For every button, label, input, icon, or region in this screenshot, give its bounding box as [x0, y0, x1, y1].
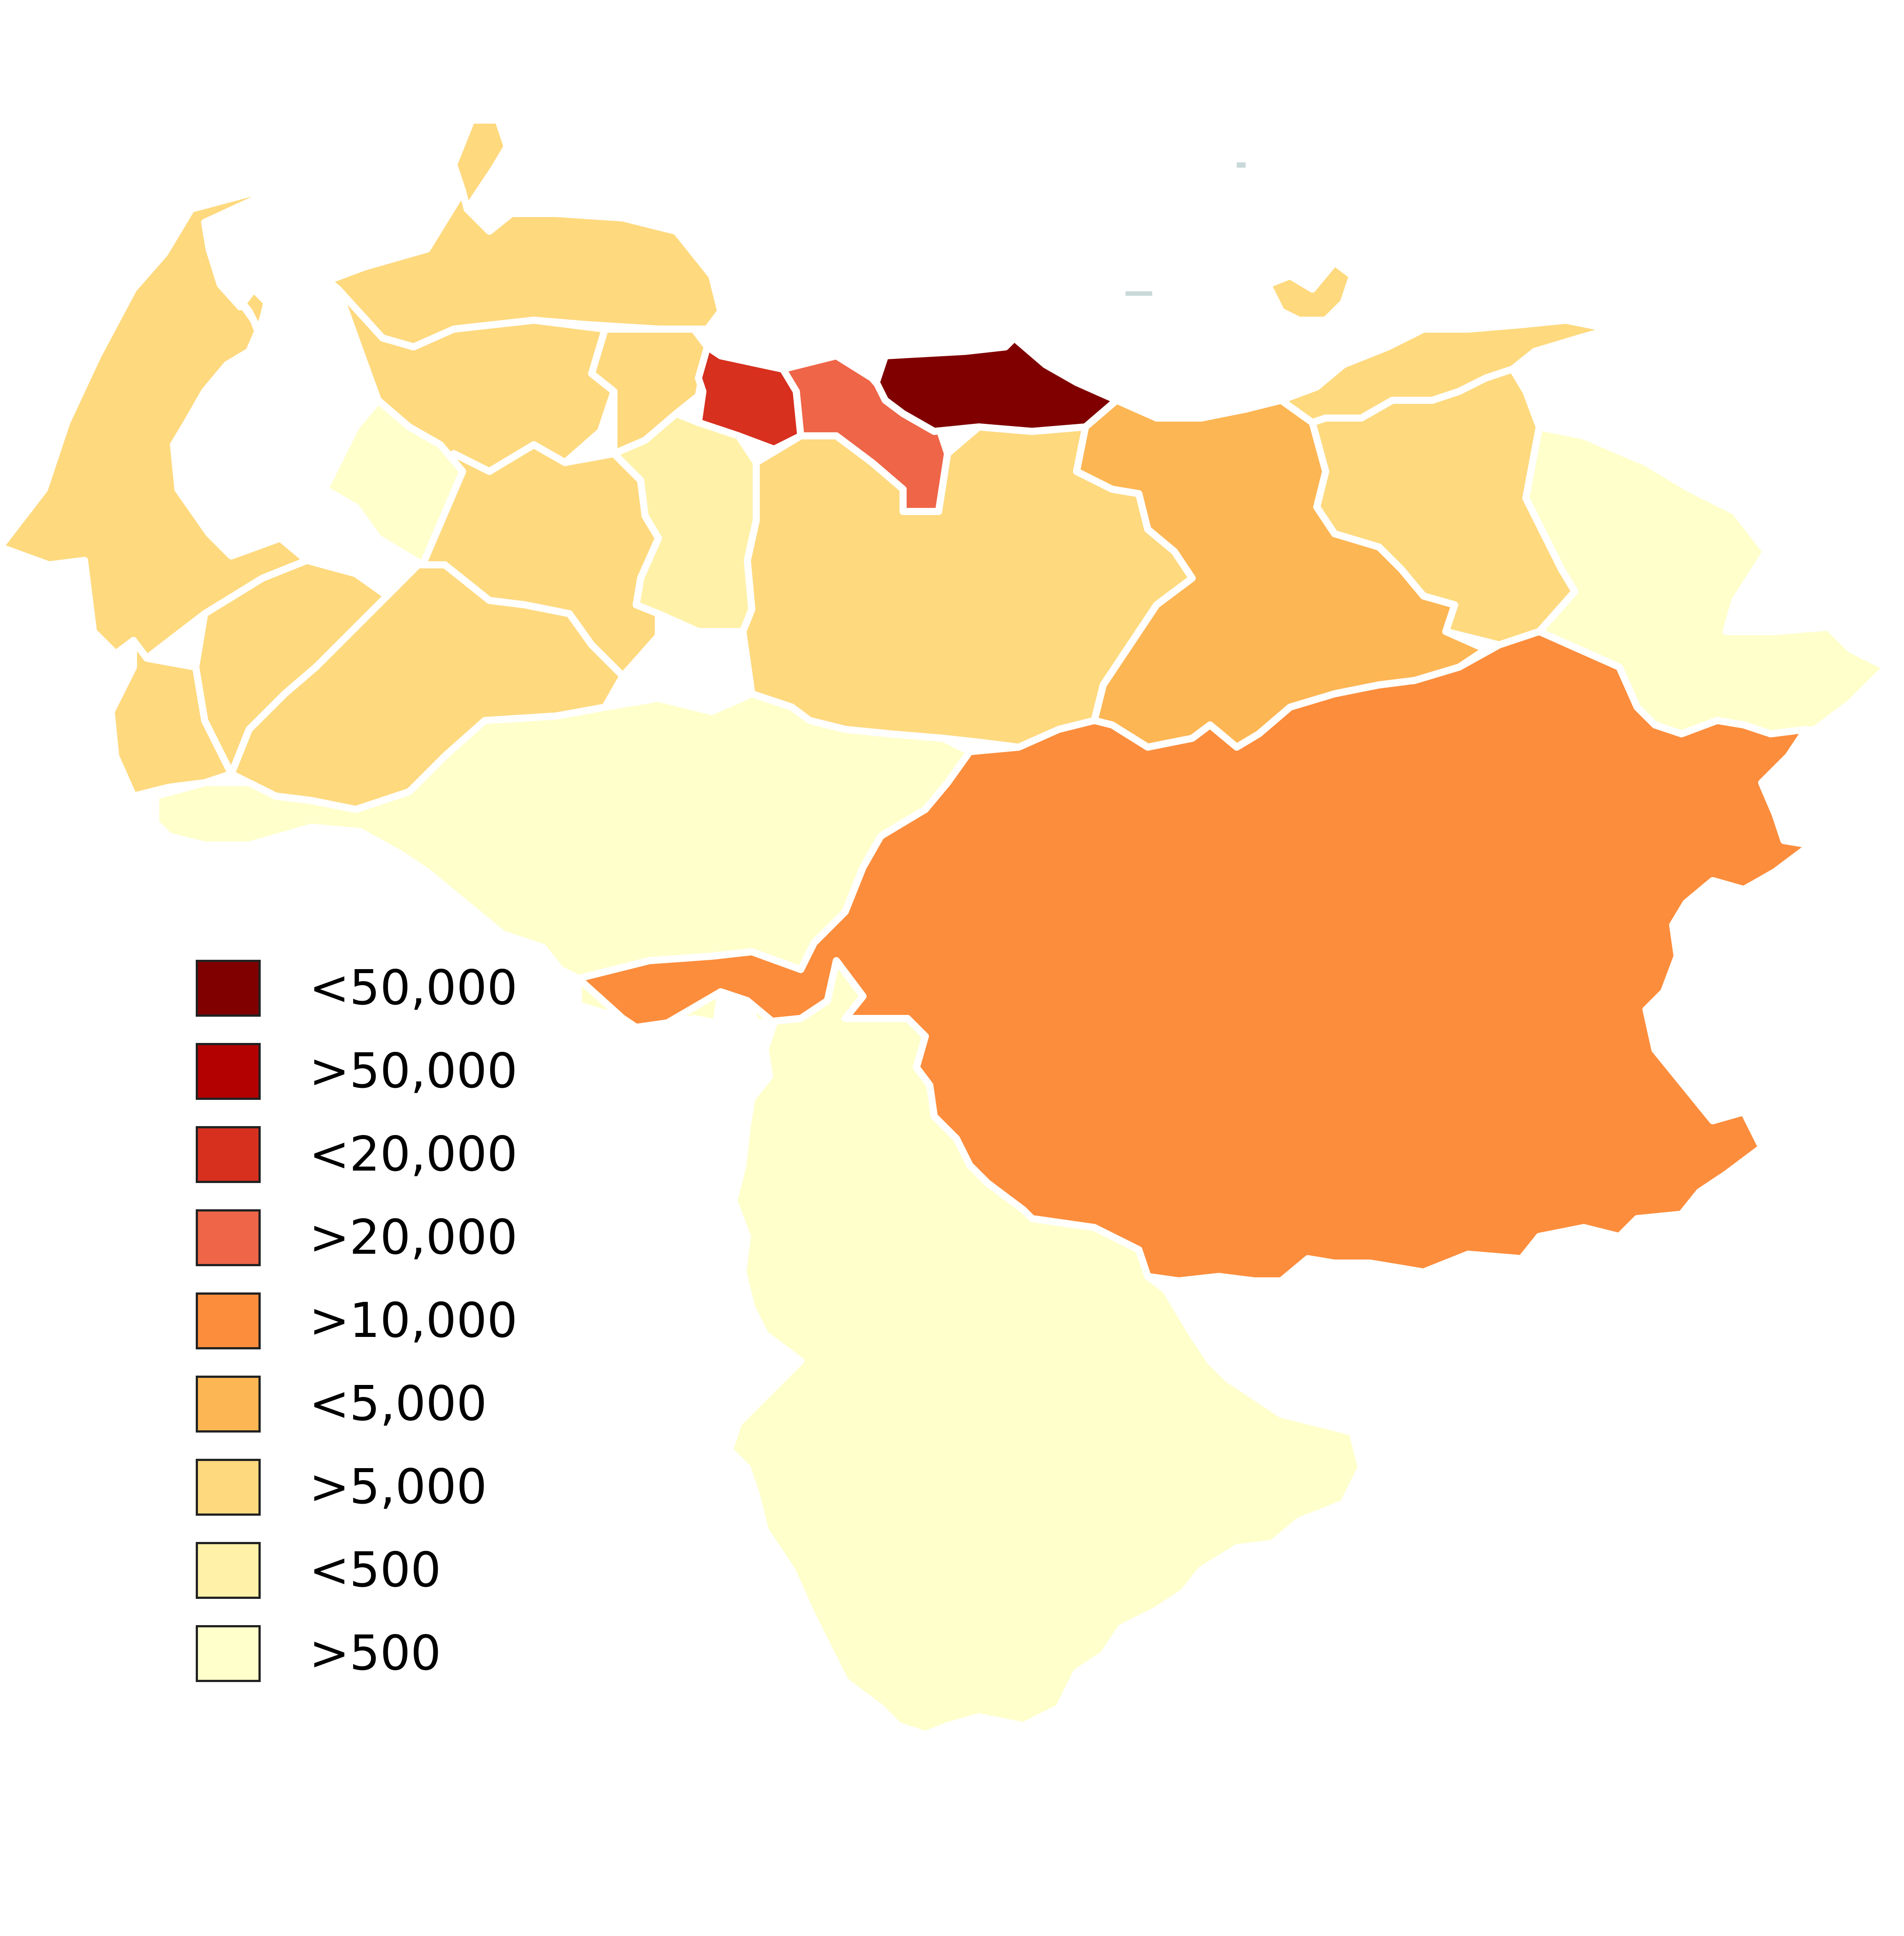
legend-label: <20,000: [309, 1127, 518, 1182]
legend-label: >50,000: [309, 1043, 518, 1099]
water-mark-1: [1125, 291, 1152, 296]
legend-swatch: [196, 1209, 261, 1266]
region-miranda[interactable]: [873, 334, 1120, 435]
region-delta-amacuro[interactable]: [1522, 423, 1890, 737]
lake-maracaibo: [170, 286, 311, 564]
legend-swatch: [196, 1625, 261, 1682]
legend-swatch: [196, 1459, 261, 1516]
region-paraguana[interactable]: [450, 117, 511, 213]
water-mark-2: [1237, 162, 1246, 168]
legend-label: <5,000: [309, 1376, 487, 1432]
region-nueva-esparta[interactable]: [1264, 259, 1356, 324]
legend-swatch: [196, 1542, 261, 1599]
legend-label: >500: [309, 1626, 441, 1681]
legend-label: <500: [309, 1542, 441, 1598]
legend-label: >5,000: [309, 1459, 487, 1515]
legend-swatch: [196, 960, 261, 1017]
legend-swatch: [196, 1376, 261, 1433]
region-amazonas[interactable]: [575, 957, 1365, 1738]
legend-label: >20,000: [309, 1210, 518, 1265]
legend-label: <50,000: [309, 960, 518, 1016]
legend-swatch: [196, 1292, 261, 1349]
legend-swatch: [196, 1126, 261, 1183]
region-trujillo[interactable]: [321, 397, 466, 568]
legend-swatch: [196, 1043, 261, 1100]
legend-label: >10,000: [309, 1293, 518, 1348]
